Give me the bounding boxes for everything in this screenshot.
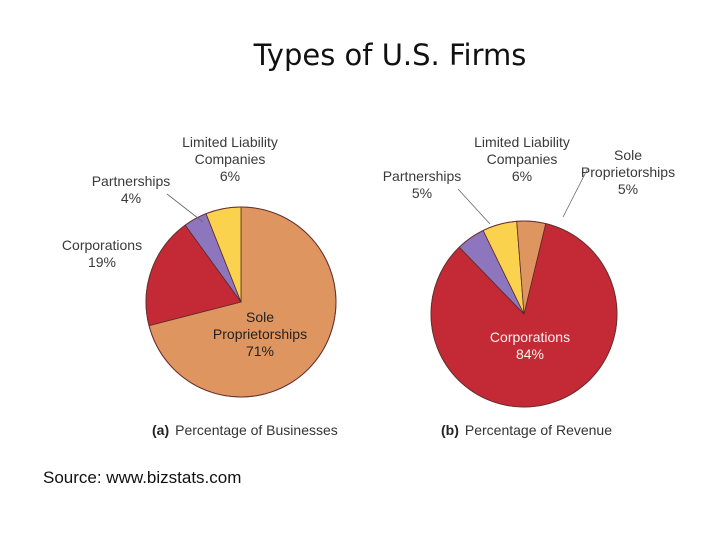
pie-outline (430, 220, 618, 408)
slice-label-llc: Limited Liability Companies 6% (474, 134, 570, 184)
slide-title: Types of U.S. Firms (253, 38, 527, 72)
leader-line (457, 188, 491, 225)
pie-chart-businesses: Sole Proprietorships 71% Corporations 19% Par… (62, 134, 338, 438)
leader-line (166, 193, 204, 223)
chart-caption: (b) Percentage of Revenue (441, 422, 612, 438)
pie-chart-revenue: Sole Proprietorships 5% Corporations 84% Part… (383, 134, 675, 438)
slice-label-corporations: Corporations 19% (62, 237, 142, 270)
slice-label-llc: Limited Liability Companies 6% (182, 134, 278, 184)
source-text: Source: www.bizstats.com (43, 468, 242, 487)
slice-label-partnerships: Partnerships 5% (383, 168, 462, 201)
slice-label-corporations: Corporations 84% (490, 329, 570, 362)
slice-label-partnerships: Partnerships 4% (92, 173, 171, 206)
leader-line (562, 167, 589, 218)
chart-caption: (a) Percentage of Businesses (152, 422, 338, 438)
slice-label-sole-proprietorships: Sole Proprietorships 5% (581, 147, 675, 197)
pie-outline (145, 206, 337, 398)
slice-label-sole-proprietorships: Sole Proprietorships 71% (213, 309, 307, 359)
